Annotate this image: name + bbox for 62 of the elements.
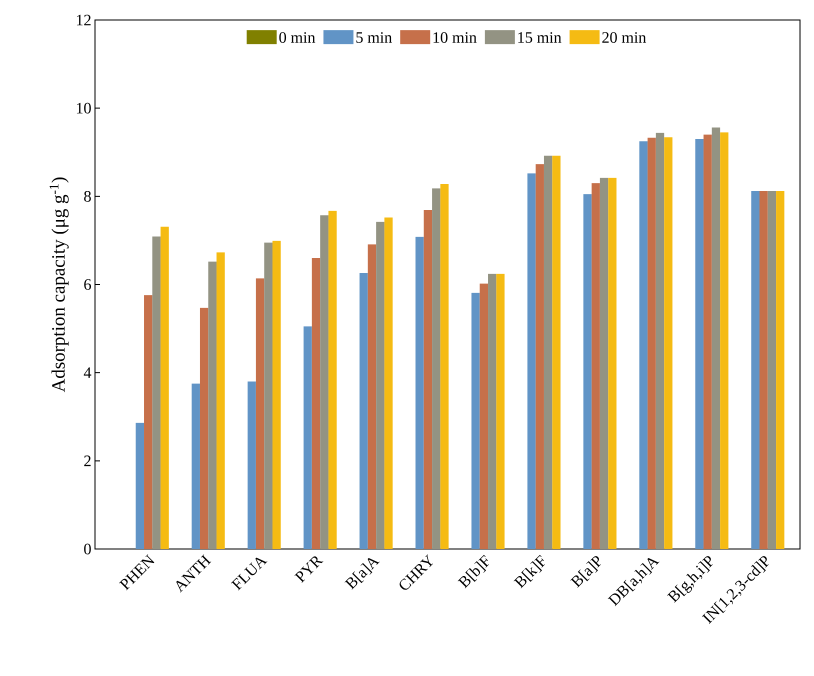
bar <box>583 194 592 549</box>
bar <box>192 384 200 549</box>
bar <box>480 284 488 549</box>
bar <box>216 252 225 549</box>
bar <box>648 138 656 549</box>
bar <box>664 137 672 549</box>
bar <box>256 278 264 549</box>
legend-label: 0 min <box>279 32 316 43</box>
bar <box>304 326 312 549</box>
y-tick-label: 2 <box>84 456 91 466</box>
bar <box>320 215 328 549</box>
bar <box>544 156 552 549</box>
bar <box>200 308 208 549</box>
legend-label: 5 min <box>356 32 392 43</box>
y-tick-label: 4 <box>84 367 92 378</box>
bar <box>416 236 424 549</box>
y-axis-title: Adsorption capacity (μg g$^{-1}$) <box>50 178 69 392</box>
bar <box>776 191 784 549</box>
bar <box>152 236 161 549</box>
bar <box>768 191 776 549</box>
bar <box>536 164 544 549</box>
bar <box>704 134 712 549</box>
bar <box>208 262 217 549</box>
y-tick-label: 0 <box>84 544 91 554</box>
legend-label: 10 min <box>434 32 477 43</box>
bar <box>312 258 320 549</box>
bar <box>656 132 664 549</box>
bar <box>136 422 144 549</box>
bar <box>272 240 281 549</box>
bar <box>695 139 704 549</box>
bar <box>600 178 608 549</box>
bar <box>144 295 152 549</box>
bar <box>552 156 561 549</box>
bar <box>384 217 393 549</box>
bar <box>760 191 768 549</box>
bar <box>432 188 440 549</box>
x-tick-label: PYR <box>294 556 324 583</box>
bar <box>488 274 496 549</box>
bar <box>264 242 272 549</box>
bar <box>160 226 169 549</box>
bar <box>608 178 616 549</box>
y-tick-label: 10 <box>76 102 91 114</box>
bar <box>328 210 337 549</box>
legend-label: 15 min <box>518 32 562 43</box>
y-tick-label: 12 <box>76 14 91 26</box>
bar <box>720 132 728 549</box>
bar <box>248 381 256 549</box>
bar <box>424 210 432 549</box>
bar <box>712 128 720 549</box>
bar <box>496 274 505 549</box>
bar <box>639 141 648 549</box>
y-tick-label: 6 <box>84 279 92 290</box>
bar <box>471 292 480 549</box>
bar <box>368 244 376 549</box>
y-tick-label: 8 <box>84 190 91 202</box>
bar <box>376 222 384 549</box>
legend-label: 20 min <box>602 32 646 43</box>
bar <box>592 183 600 549</box>
bar <box>360 273 368 549</box>
bar <box>440 184 449 549</box>
bar <box>527 173 536 549</box>
bar <box>751 191 760 549</box>
